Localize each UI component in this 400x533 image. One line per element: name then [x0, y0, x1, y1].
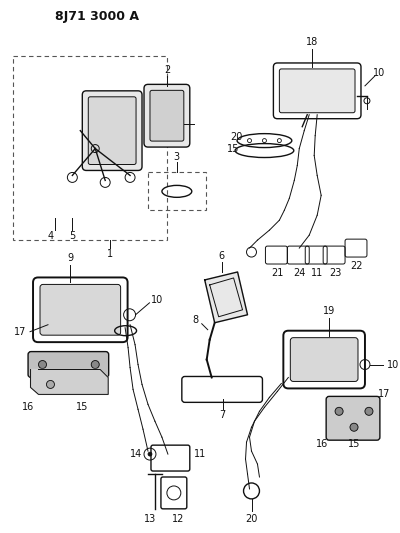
Circle shape [335, 407, 343, 415]
Circle shape [46, 381, 54, 389]
Text: 14: 14 [130, 449, 142, 459]
Circle shape [148, 452, 152, 456]
Text: 17: 17 [14, 327, 26, 337]
Text: 11: 11 [311, 268, 323, 278]
Text: 15: 15 [348, 439, 360, 449]
Text: 18: 18 [306, 37, 318, 47]
Text: 15: 15 [227, 143, 240, 154]
FancyBboxPatch shape [290, 338, 358, 382]
Text: 2: 2 [164, 66, 170, 76]
Text: 20: 20 [230, 132, 243, 142]
Text: 11: 11 [194, 449, 206, 459]
Text: 20: 20 [245, 514, 258, 524]
Text: 10: 10 [387, 360, 399, 369]
FancyBboxPatch shape [40, 285, 121, 335]
Text: 8: 8 [193, 315, 199, 325]
Text: 7: 7 [220, 410, 226, 421]
Text: 4: 4 [47, 231, 54, 241]
Text: 16: 16 [316, 439, 328, 449]
Polygon shape [205, 272, 248, 323]
Text: 21: 21 [271, 268, 284, 278]
Circle shape [38, 360, 46, 368]
Text: 16: 16 [22, 402, 35, 413]
FancyBboxPatch shape [28, 352, 109, 377]
FancyBboxPatch shape [144, 84, 190, 147]
Polygon shape [30, 369, 108, 394]
Circle shape [350, 423, 358, 431]
FancyBboxPatch shape [82, 91, 142, 171]
FancyBboxPatch shape [88, 97, 136, 165]
Text: 17: 17 [378, 390, 390, 399]
Text: 3: 3 [174, 151, 180, 161]
Text: 6: 6 [218, 251, 225, 261]
Circle shape [365, 407, 373, 415]
Text: 24: 24 [293, 268, 306, 278]
Text: 19: 19 [323, 306, 335, 316]
Text: 15: 15 [76, 402, 88, 413]
FancyBboxPatch shape [326, 397, 380, 440]
Text: 1: 1 [107, 249, 113, 259]
Text: 8J71 3000 A: 8J71 3000 A [56, 10, 140, 23]
FancyBboxPatch shape [150, 90, 184, 141]
Text: 9: 9 [67, 253, 74, 263]
Text: 10: 10 [151, 295, 164, 305]
Text: 23: 23 [329, 268, 341, 278]
Text: 5: 5 [69, 231, 76, 241]
FancyBboxPatch shape [279, 69, 355, 113]
Text: 13: 13 [144, 514, 156, 524]
Text: 22: 22 [351, 261, 363, 271]
Text: 10: 10 [373, 68, 385, 78]
Circle shape [91, 360, 99, 368]
Text: 12: 12 [172, 514, 184, 524]
